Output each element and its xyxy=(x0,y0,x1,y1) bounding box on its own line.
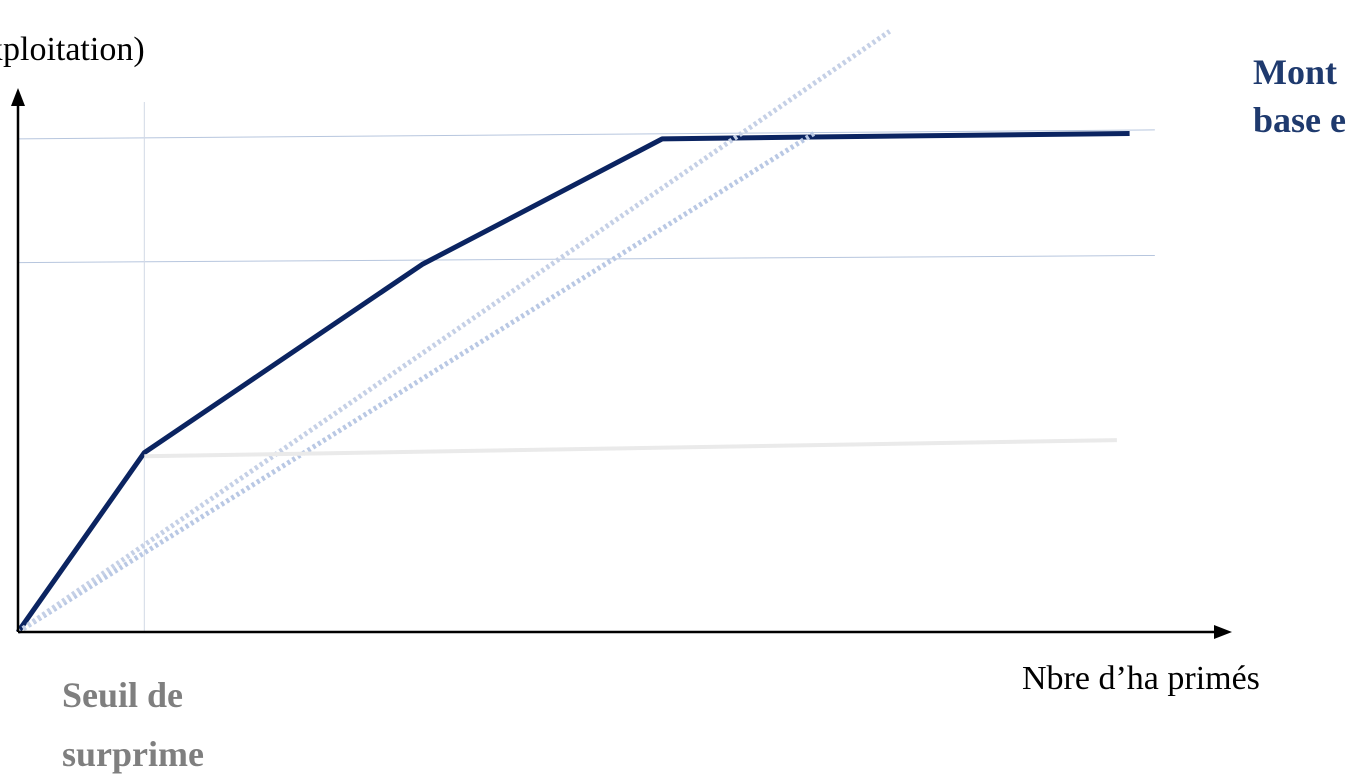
reference-line-1 xyxy=(17,129,1155,140)
threshold-label-line1: Seuil de xyxy=(62,675,183,715)
series-group xyxy=(15,29,1130,635)
y-axis-arrow xyxy=(11,88,25,106)
right-label-line2: base e xyxy=(1253,100,1346,140)
axes xyxy=(11,88,1232,639)
x-axis-label: Nbre d’ha primés xyxy=(1022,660,1260,697)
reference-line-2 xyxy=(17,254,1155,264)
threshold-label-line2: surprime xyxy=(62,734,204,774)
series-dotted-2 xyxy=(16,29,892,635)
series-dotted-1 xyxy=(16,131,816,635)
right-label-line1: Mont xyxy=(1253,52,1337,92)
reference-lines xyxy=(17,102,1155,632)
series-lower-ref xyxy=(144,438,1117,459)
x-axis-arrow xyxy=(1214,625,1232,639)
series-main xyxy=(15,131,1130,634)
y-axis-label: xploitation) xyxy=(0,31,145,68)
